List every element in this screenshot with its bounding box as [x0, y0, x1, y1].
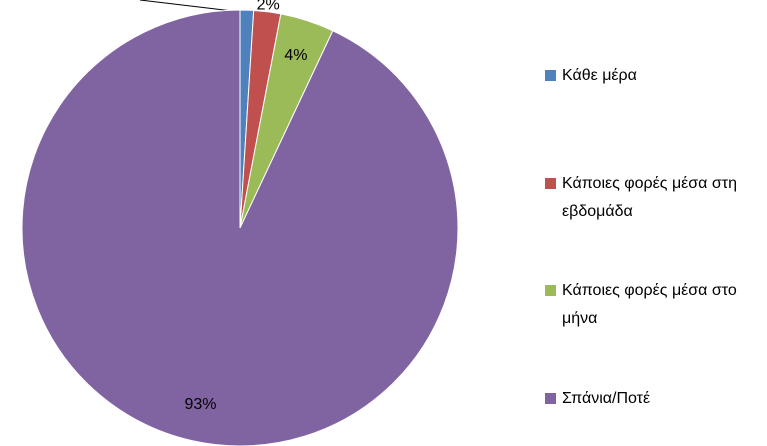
- data-label: 2%: [257, 0, 280, 13]
- legend-item: Κάποιες φορές μέσα στο μήνα: [545, 277, 765, 333]
- legend-swatch: [545, 285, 556, 297]
- data-label: 4%: [284, 47, 307, 64]
- legend-label: Κάποιες φορές μέσα στο μήνα: [562, 282, 737, 328]
- pie-slice: [21, 9, 459, 446]
- data-label: 93%: [185, 396, 217, 413]
- legend-swatch: [545, 70, 556, 81]
- legend-swatch: [545, 177, 556, 189]
- legend-swatch: [545, 392, 556, 404]
- legend-label: Κάποιες φορές μέσα στη εβδομάδα: [562, 174, 737, 220]
- legend-label: Κάθε μέρα: [562, 67, 637, 84]
- leader-line: [139, 0, 242, 13]
- legend-item: Κάθε μέρα: [545, 62, 765, 90]
- legend-item: Σπάνια/Ποτέ: [545, 385, 765, 413]
- legend-label: Σπάνια/Ποτέ: [562, 389, 651, 407]
- legend-item: Κάποιες φορές μέσα στη εβδομάδα: [545, 170, 765, 226]
